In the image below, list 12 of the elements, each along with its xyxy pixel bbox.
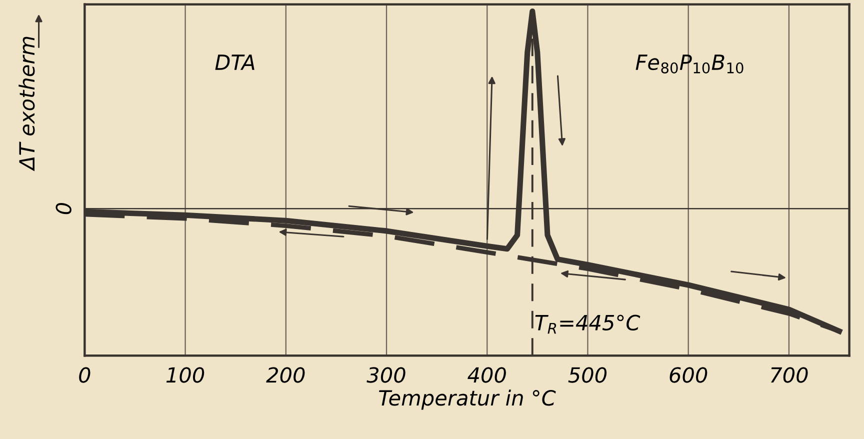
x-tick-label: 200 — [266, 367, 305, 383]
x-tick-label: 300 — [366, 367, 406, 383]
x-tick-label: 700 — [770, 367, 808, 383]
x-tick-label: 500 — [568, 367, 607, 383]
annotation: DTA — [215, 54, 254, 70]
x-tick-label: 400 — [468, 367, 506, 383]
x-tick-label: 100 — [166, 367, 204, 383]
x-tick-label: 600 — [670, 367, 708, 383]
y-axis-title: ΔT exotherm — [18, 36, 35, 172]
x-tick-label: 0 — [79, 367, 90, 383]
ref-line-label: 0 — [56, 202, 72, 214]
x-axis-title: Temperatur in °C — [379, 390, 556, 410]
